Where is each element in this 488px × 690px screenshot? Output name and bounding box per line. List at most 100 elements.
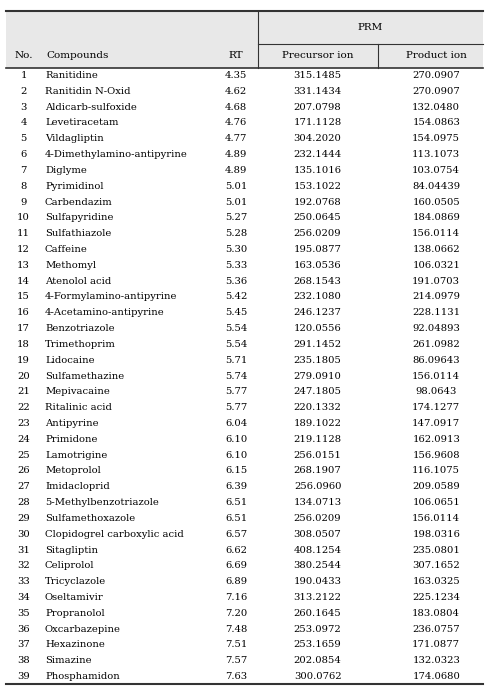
Text: 5.30: 5.30 bbox=[224, 245, 247, 254]
Text: Oseltamivir: Oseltamivir bbox=[45, 593, 103, 602]
Text: 270.0907: 270.0907 bbox=[411, 71, 459, 80]
Text: 120.0556: 120.0556 bbox=[293, 324, 341, 333]
Text: Sulfathiazole: Sulfathiazole bbox=[45, 229, 111, 238]
Text: 270.0907: 270.0907 bbox=[411, 87, 459, 96]
Text: 5.01: 5.01 bbox=[224, 197, 247, 206]
Text: 11: 11 bbox=[17, 229, 30, 238]
Text: 34: 34 bbox=[17, 593, 30, 602]
Text: 268.1907: 268.1907 bbox=[293, 466, 341, 475]
Text: 256.0209: 256.0209 bbox=[293, 229, 341, 238]
Text: 7: 7 bbox=[20, 166, 27, 175]
Text: Ritalinic acid: Ritalinic acid bbox=[45, 403, 112, 412]
Text: 5.77: 5.77 bbox=[224, 403, 247, 412]
Text: 5.28: 5.28 bbox=[224, 229, 247, 238]
Text: 4.76: 4.76 bbox=[224, 119, 247, 128]
Text: 192.0768: 192.0768 bbox=[293, 197, 341, 206]
Text: 33: 33 bbox=[17, 577, 30, 586]
Text: 207.0798: 207.0798 bbox=[293, 103, 341, 112]
Text: Carbendazim: Carbendazim bbox=[45, 197, 113, 206]
Text: 36: 36 bbox=[17, 624, 30, 633]
Text: 247.1805: 247.1805 bbox=[293, 387, 341, 396]
Text: 84.04439: 84.04439 bbox=[411, 181, 459, 190]
Text: 27: 27 bbox=[17, 482, 30, 491]
Text: 21: 21 bbox=[17, 387, 30, 396]
Text: Celiprolol: Celiprolol bbox=[45, 562, 94, 571]
Text: 156.0114: 156.0114 bbox=[411, 371, 459, 381]
Text: 7.63: 7.63 bbox=[224, 672, 247, 681]
Text: 19: 19 bbox=[17, 356, 30, 365]
Text: 38: 38 bbox=[17, 656, 30, 665]
Text: 184.0869: 184.0869 bbox=[411, 213, 459, 222]
Text: 4-Dimethylamino-antipyrine: 4-Dimethylamino-antipyrine bbox=[45, 150, 187, 159]
Text: 116.1075: 116.1075 bbox=[411, 466, 459, 475]
Bar bbox=[6, 11, 482, 68]
Text: 5: 5 bbox=[20, 135, 27, 144]
Text: 5.33: 5.33 bbox=[224, 261, 247, 270]
Text: Hexazinone: Hexazinone bbox=[45, 640, 104, 649]
Text: 308.0507: 308.0507 bbox=[293, 530, 341, 539]
Text: 235.0801: 235.0801 bbox=[411, 546, 459, 555]
Text: 7.20: 7.20 bbox=[224, 609, 247, 618]
Text: Imidacloprid: Imidacloprid bbox=[45, 482, 109, 491]
Text: Diglyme: Diglyme bbox=[45, 166, 87, 175]
Text: 24: 24 bbox=[17, 435, 30, 444]
Text: 304.2020: 304.2020 bbox=[293, 135, 341, 144]
Text: 5.77: 5.77 bbox=[224, 387, 247, 396]
Text: 4.68: 4.68 bbox=[224, 103, 247, 112]
Text: 6.10: 6.10 bbox=[224, 435, 247, 444]
Text: 307.1652: 307.1652 bbox=[411, 562, 459, 571]
Text: 253.0972: 253.0972 bbox=[293, 624, 341, 633]
Text: 232.1444: 232.1444 bbox=[293, 150, 341, 159]
Text: 16: 16 bbox=[17, 308, 30, 317]
Text: Benzotriazole: Benzotriazole bbox=[45, 324, 114, 333]
Text: Caffeine: Caffeine bbox=[45, 245, 88, 254]
Text: Vildagliptin: Vildagliptin bbox=[45, 135, 103, 144]
Text: No.: No. bbox=[14, 51, 33, 61]
Text: 106.0651: 106.0651 bbox=[411, 498, 459, 507]
Text: Lamotrigine: Lamotrigine bbox=[45, 451, 107, 460]
Text: 4.62: 4.62 bbox=[224, 87, 247, 96]
Text: 220.1332: 220.1332 bbox=[293, 403, 341, 412]
Text: 5.54: 5.54 bbox=[224, 324, 247, 333]
Text: 228.1131: 228.1131 bbox=[411, 308, 459, 317]
Text: Sulfamethoxazole: Sulfamethoxazole bbox=[45, 514, 135, 523]
Text: PRM: PRM bbox=[357, 23, 382, 32]
Text: 147.0917: 147.0917 bbox=[411, 419, 459, 428]
Text: 174.0680: 174.0680 bbox=[411, 672, 459, 681]
Text: Precursor ion: Precursor ion bbox=[281, 51, 353, 61]
Text: 92.04893: 92.04893 bbox=[411, 324, 459, 333]
Text: 160.0505: 160.0505 bbox=[411, 197, 459, 206]
Text: 23: 23 bbox=[17, 419, 30, 428]
Text: 138.0662: 138.0662 bbox=[411, 245, 459, 254]
Text: 154.0975: 154.0975 bbox=[411, 135, 459, 144]
Text: 6.15: 6.15 bbox=[224, 466, 247, 475]
Text: 5-Methylbenzotriazole: 5-Methylbenzotriazole bbox=[45, 498, 159, 507]
Text: 408.1254: 408.1254 bbox=[293, 546, 341, 555]
Text: Metoprolol: Metoprolol bbox=[45, 466, 101, 475]
Text: 256.0151: 256.0151 bbox=[293, 451, 341, 460]
Text: Tricyclazole: Tricyclazole bbox=[45, 577, 106, 586]
Text: 261.0982: 261.0982 bbox=[411, 340, 459, 349]
Text: 22: 22 bbox=[17, 403, 30, 412]
Text: 5.01: 5.01 bbox=[224, 181, 247, 190]
Text: Product ion: Product ion bbox=[405, 51, 466, 61]
Text: 86.09643: 86.09643 bbox=[411, 356, 459, 365]
Text: 315.1485: 315.1485 bbox=[293, 71, 341, 80]
Text: 20: 20 bbox=[17, 371, 30, 381]
Text: 39: 39 bbox=[17, 672, 30, 681]
Text: 5.45: 5.45 bbox=[224, 308, 247, 317]
Text: 6.51: 6.51 bbox=[224, 514, 247, 523]
Text: 4-Formylamino-antipyrine: 4-Formylamino-antipyrine bbox=[45, 293, 177, 302]
Text: 300.0762: 300.0762 bbox=[293, 672, 341, 681]
Text: Aldicarb-sulfoxide: Aldicarb-sulfoxide bbox=[45, 103, 137, 112]
Text: 28: 28 bbox=[17, 498, 30, 507]
Text: Trimethoprim: Trimethoprim bbox=[45, 340, 116, 349]
Text: 15: 15 bbox=[17, 293, 30, 302]
Text: 202.0854: 202.0854 bbox=[293, 656, 341, 665]
Text: RT: RT bbox=[228, 51, 243, 61]
Text: 268.1543: 268.1543 bbox=[293, 277, 341, 286]
Text: 6.04: 6.04 bbox=[224, 419, 247, 428]
Text: Sulfapyridine: Sulfapyridine bbox=[45, 213, 113, 222]
Text: 6.69: 6.69 bbox=[225, 562, 246, 571]
Text: 253.1659: 253.1659 bbox=[293, 640, 341, 649]
